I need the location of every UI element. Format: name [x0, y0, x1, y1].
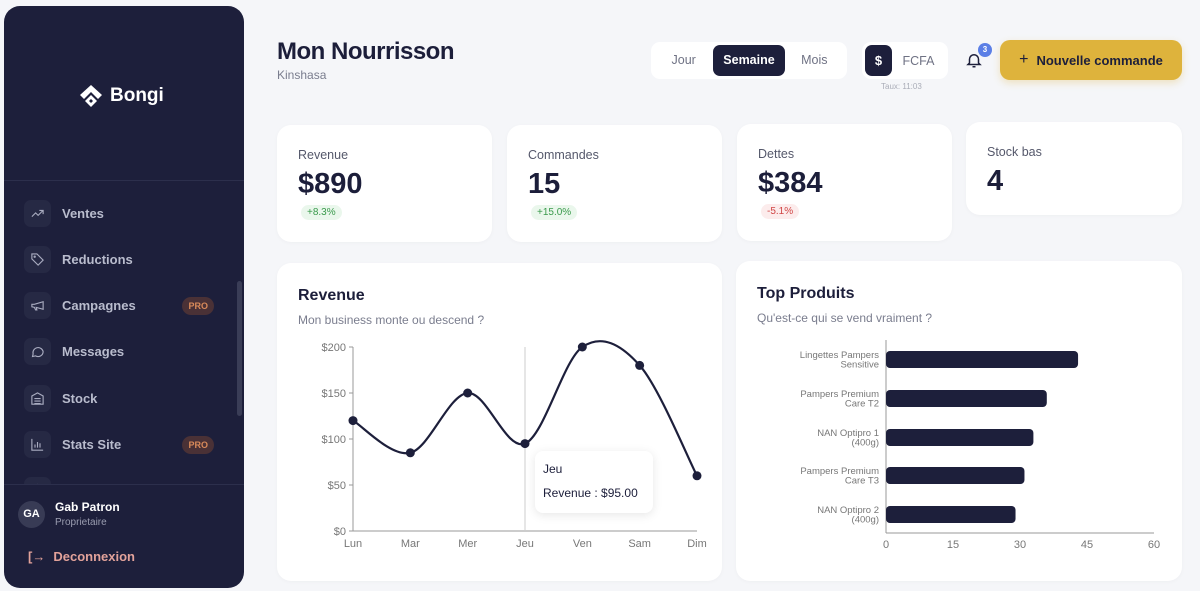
- kpi-card-commandes: Commandes 15 +15.0%: [507, 125, 722, 242]
- bar-chart-icon: [24, 431, 51, 458]
- alert-icon: [24, 477, 51, 484]
- sidebar-item-stock[interactable]: Stock: [24, 384, 214, 412]
- currency-usd-button[interactable]: $: [865, 45, 892, 76]
- kpi-label: Dettes: [758, 147, 795, 161]
- kpi-value: $890: [298, 168, 363, 200]
- new-order-label: Nouvelle commande: [1036, 52, 1163, 68]
- page-title: Mon Nourrisson: [277, 38, 455, 65]
- notification-badge: 3: [978, 43, 992, 57]
- kpi-delta: +15.0%: [531, 205, 578, 220]
- sidebar-item-label: Stock: [62, 390, 98, 406]
- page-subtitle: Kinshasa: [277, 68, 327, 82]
- sidebar-item-campagnes[interactable]: Campagnes PRO: [24, 292, 214, 320]
- sidebar-item-label: Ventes: [62, 205, 104, 221]
- sidebar-nav: Ventes Reductions Campagnes PRO Messages Stoc…: [4, 180, 244, 485]
- kpi-card-dettes: Dettes $384 -5.1%: [737, 124, 952, 241]
- brand-name: Bongi: [110, 85, 164, 106]
- logout-button[interactable]: [→ Deconnexion: [28, 549, 135, 564]
- warehouse-icon: [24, 384, 51, 412]
- pro-badge: PRO: [182, 296, 214, 315]
- sidebar-item-label: Stats Site: [62, 437, 122, 452]
- bongi-logo-icon: [80, 85, 102, 107]
- revenue-subtitle: Mon business monte ou descend ?: [298, 313, 485, 327]
- tab-semaine[interactable]: Semaine: [713, 45, 785, 76]
- pro-badge: PRO: [182, 435, 214, 454]
- sidebar-item-messages[interactable]: Messages: [24, 338, 214, 366]
- user-role: Proprietaire: [55, 517, 107, 528]
- megaphone-icon: [24, 292, 51, 320]
- currency-toggle: $ FCFA: [862, 42, 948, 79]
- sidebar-item-label: Messages: [62, 344, 125, 360]
- period-selector: Jour Semaine Mois: [651, 42, 847, 79]
- trending-up-icon: [24, 199, 51, 227]
- exchange-rate: Taux: 11:03: [881, 82, 922, 91]
- sidebar-item-reductions[interactable]: Reductions: [24, 245, 214, 273]
- avatar: GA: [18, 500, 45, 528]
- tooltip-day: Jeu: [543, 462, 563, 476]
- kpi-value: $384: [758, 167, 823, 199]
- tag-icon: [24, 245, 51, 273]
- tab-jour[interactable]: Jour: [671, 53, 696, 67]
- kpi-card-stock-bas: Stock bas 4: [966, 122, 1182, 215]
- kpi-label: Commandes: [528, 148, 599, 162]
- sidebar-item-label: Campagnes: [62, 298, 136, 314]
- kpi-value: 4: [987, 165, 1004, 197]
- logout-label: Deconnexion: [53, 549, 135, 564]
- bell-icon[interactable]: [965, 51, 983, 69]
- tab-mois[interactable]: Mois: [801, 53, 828, 67]
- chart-tooltip: Jeu Revenue : $95.00: [535, 451, 653, 513]
- revenue-title: Revenue: [298, 287, 365, 304]
- kpi-value: 15: [528, 168, 561, 200]
- user-profile[interactable]: GA Gab Patron Proprietaire: [18, 500, 120, 528]
- kpi-delta: -5.1%: [761, 204, 800, 219]
- sidebar-item-ventes[interactable]: Ventes: [24, 199, 214, 227]
- kpi-label: Stock bas: [987, 145, 1042, 159]
- sidebar: Bongi Ventes Reductions Campagnes PRO Messag…: [4, 6, 244, 588]
- user-name: Gab Patron: [55, 500, 120, 514]
- message-circle-icon: [24, 338, 51, 366]
- new-order-button[interactable]: + Nouvelle commande: [1000, 40, 1182, 80]
- kpi-delta: +8.3%: [301, 205, 342, 220]
- sidebar-item-label: Reductions: [62, 251, 133, 267]
- revenue-card: Revenue Mon business monte ou descend ?: [277, 263, 722, 581]
- logout-icon: [→: [28, 549, 46, 564]
- kpi-card-revenue: Revenue $890 +8.3%: [277, 125, 492, 242]
- top-products-subtitle: Qu'est-ce qui se vend vraiment ?: [757, 311, 933, 325]
- logo[interactable]: Bongi: [78, 83, 164, 109]
- plus-icon: +: [1019, 51, 1029, 68]
- scrollbar[interactable]: [237, 281, 242, 416]
- sidebar-item-dettes[interactable]: Dettes: [24, 477, 214, 484]
- currency-fcfa-button[interactable]: FCFA: [902, 53, 935, 68]
- kpi-label: Revenue: [298, 148, 349, 162]
- sidebar-item-stats-site[interactable]: Stats Site PRO: [24, 431, 214, 459]
- top-products-title: Top Produits: [757, 285, 855, 302]
- top-products-card: Top Produits Qu'est-ce qui se vend vraim…: [736, 261, 1182, 581]
- tooltip-value: Revenue : $95.00: [543, 486, 638, 500]
- sidebar-item-label: Dettes: [62, 483, 102, 484]
